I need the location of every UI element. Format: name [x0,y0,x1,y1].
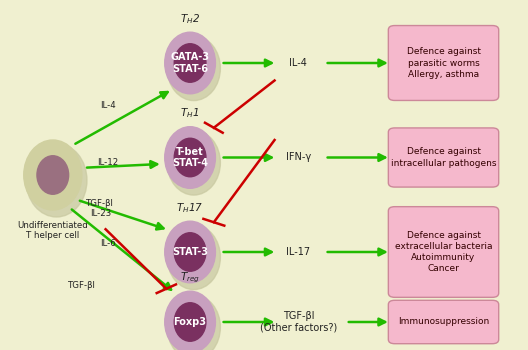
Ellipse shape [167,36,220,100]
Text: IFN-γ: IFN-γ [286,153,311,162]
Ellipse shape [165,221,215,283]
Text: T-bet
STAT-4: T-bet STAT-4 [172,147,208,168]
FancyBboxPatch shape [388,26,498,100]
Ellipse shape [167,131,220,195]
Text: Immunosuppression: Immunosuppression [398,317,489,327]
Text: IL-6: IL-6 [100,239,116,248]
Ellipse shape [165,32,215,94]
Text: T$_H$1: T$_H$1 [181,107,200,120]
Text: IL-4: IL-4 [100,100,116,110]
Text: GATA-3
STAT-6: GATA-3 STAT-6 [171,52,210,74]
Ellipse shape [167,225,220,289]
Ellipse shape [37,156,69,194]
Ellipse shape [167,295,220,350]
Ellipse shape [26,144,87,217]
Text: T$_H$17: T$_H$17 [176,201,204,215]
Ellipse shape [165,127,215,188]
Text: IL-12: IL-12 [98,158,119,167]
FancyBboxPatch shape [388,300,498,344]
Text: TGF-βl
(Other factors?): TGF-βl (Other factors?) [260,311,337,333]
Text: Defence against
intracellular pathogens: Defence against intracellular pathogens [391,147,496,168]
Text: Defence against
extracellular bacteria
Autoimmunity
Cancer: Defence against extracellular bacteria A… [395,231,492,273]
Text: IL-4: IL-4 [289,58,307,68]
Text: Defence against
parasitic worms
Allergy, asthma: Defence against parasitic worms Allergy,… [407,47,480,79]
Text: T$_H$2: T$_H$2 [180,12,200,26]
Ellipse shape [174,138,206,177]
FancyBboxPatch shape [388,128,498,187]
Ellipse shape [165,291,215,350]
Text: TGF-βl
IL-23: TGF-βl IL-23 [87,198,114,218]
Text: STAT-3: STAT-3 [172,247,208,257]
Text: IL-17: IL-17 [286,247,310,257]
Text: T$_{reg}$: T$_{reg}$ [180,271,200,285]
Ellipse shape [24,140,82,210]
Text: Undifferentiated
T helper cell: Undifferentiated T helper cell [17,220,88,240]
FancyBboxPatch shape [388,206,498,297]
Text: TGF-βl: TGF-βl [68,281,96,290]
Text: Foxp3: Foxp3 [174,317,206,327]
Ellipse shape [174,44,206,82]
Ellipse shape [174,233,206,271]
Ellipse shape [174,303,206,341]
